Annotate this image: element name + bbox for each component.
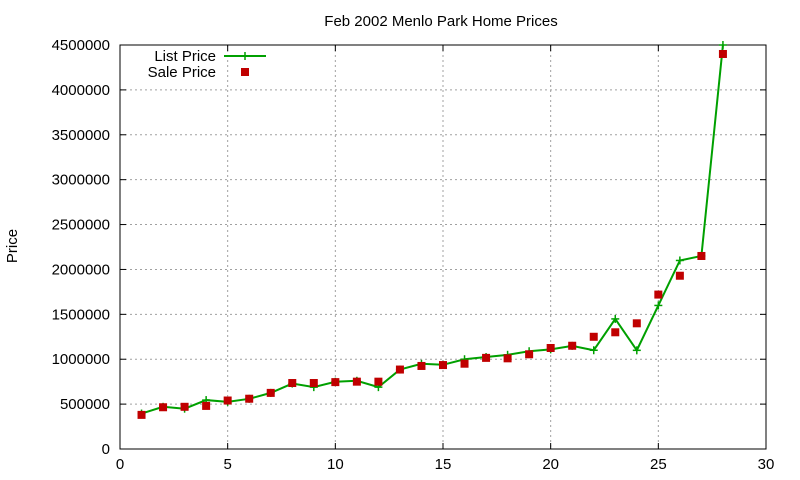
- sale-price-point: [697, 251, 706, 260]
- chart-title: Feb 2002 Menlo Park Home Prices: [324, 13, 557, 30]
- sale-price-point: [632, 319, 641, 328]
- sale-price-point: [589, 332, 598, 341]
- y-tick-label: 2000000: [52, 261, 110, 278]
- legend-label-sale-price: Sale Price: [148, 64, 216, 81]
- sale-price-point: [288, 379, 297, 388]
- sale-price-point: [266, 388, 275, 397]
- y-tick-label: 4500000: [52, 37, 110, 54]
- sale-price-point: [525, 350, 534, 359]
- sale-price-point: [439, 361, 447, 370]
- legend-label-list-price: List Price: [154, 48, 216, 65]
- sale-price-point: [654, 290, 663, 299]
- x-tick-label: 5: [223, 456, 231, 473]
- sale-price-point: [202, 401, 211, 410]
- x-tick-label: 10: [327, 456, 344, 473]
- sale-price-point: [309, 379, 318, 388]
- list-price-point: [675, 256, 684, 265]
- sale-price-point: [159, 403, 168, 412]
- list-price-point: [611, 314, 620, 323]
- sale-price-point: [245, 394, 254, 403]
- sale-price-point: [417, 361, 426, 370]
- legend-marker-list-price: [241, 52, 249, 60]
- list-price-point: [718, 41, 727, 49]
- x-tick-label: 30: [758, 456, 775, 473]
- y-tick-label: 1500000: [52, 306, 110, 323]
- y-tick-label: 3000000: [52, 172, 110, 189]
- sale-price-point: [137, 410, 146, 419]
- sale-price-point: [460, 359, 469, 368]
- y-tick-label: 3500000: [52, 127, 110, 144]
- x-tick-label: 15: [435, 456, 452, 473]
- list-price-line: [141, 44, 724, 415]
- y-tick-label: 1000000: [52, 351, 110, 368]
- x-tick-label: 20: [542, 456, 559, 473]
- list-price-point: [589, 346, 598, 355]
- sale-price-point: [223, 396, 232, 405]
- y-tick-label: 0: [102, 441, 110, 458]
- sale-price-point: [331, 378, 340, 387]
- list-price-point: [632, 346, 641, 355]
- sale-price-point: [180, 402, 189, 411]
- sale-price-point: [374, 377, 383, 386]
- sale-price-point: [568, 341, 577, 350]
- sale-price-point: [718, 49, 727, 58]
- sale-price-point: [675, 271, 684, 280]
- sale-price-point: [352, 377, 361, 386]
- sale-price-point: [482, 353, 491, 362]
- x-tick-label: 0: [116, 456, 124, 473]
- y-tick-label: 4000000: [52, 82, 110, 99]
- y-tick-label: 2500000: [52, 217, 110, 234]
- legend-swatch-sale-price: [241, 68, 249, 76]
- y-tick-label: 500000: [60, 396, 110, 413]
- y-axis-label: Price: [4, 229, 21, 263]
- sale-price-point: [503, 354, 512, 363]
- list-price-point: [654, 301, 663, 310]
- sale-price-point: [546, 344, 555, 352]
- sale-price-point: [611, 328, 620, 337]
- sale-price-point: [395, 365, 404, 374]
- x-tick-label: 25: [650, 456, 667, 473]
